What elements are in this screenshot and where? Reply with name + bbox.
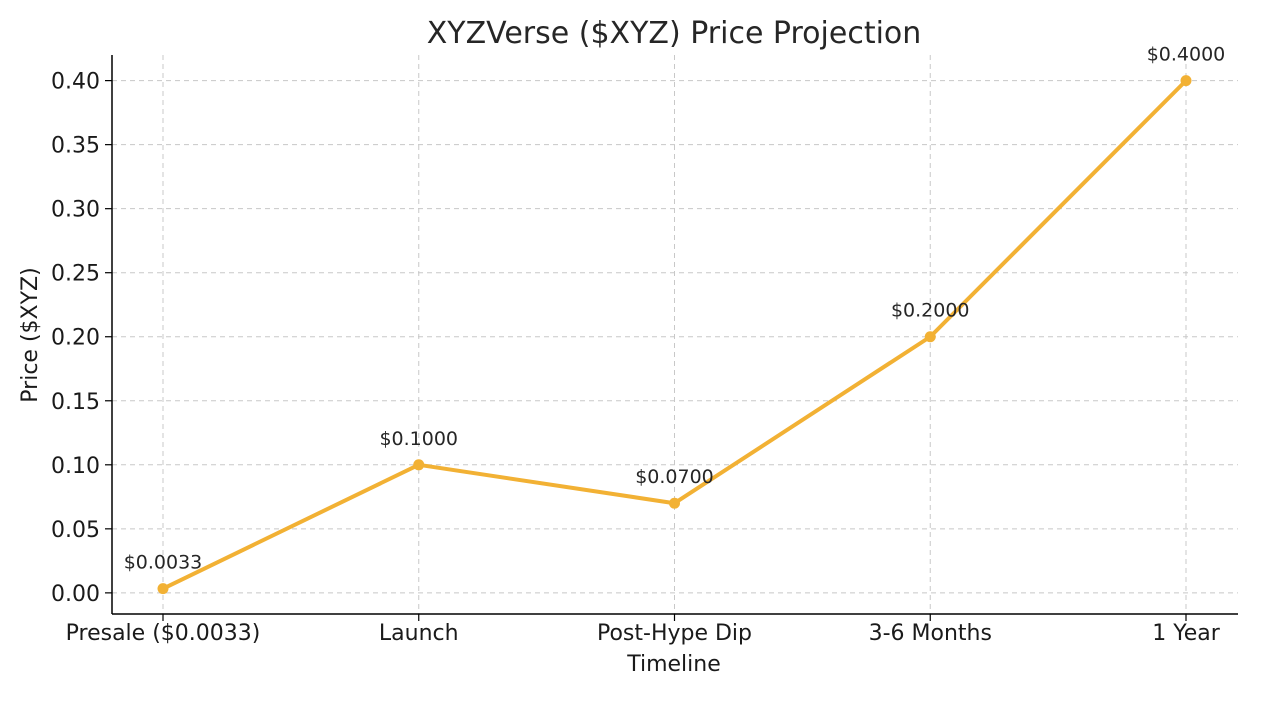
data-point	[157, 583, 169, 595]
y-tick-label: 0.00	[51, 582, 100, 607]
data-label: $0.0700	[635, 466, 714, 488]
x-tick-label: 3-6 Months	[869, 621, 992, 646]
x-tick-label: 1 Year	[1152, 621, 1221, 646]
series-layer	[157, 75, 1192, 595]
y-axis-title: Price ($XYZ)	[18, 267, 43, 402]
data-point	[924, 331, 936, 343]
y-tick-label: 0.10	[51, 454, 100, 479]
y-tick-label: 0.15	[51, 390, 100, 415]
grid-layer	[112, 55, 1238, 614]
label-layer: $0.0033 $0.1000 $0.0700 $0.2000 $0.4000	[124, 44, 1226, 574]
data-label: $0.2000	[891, 300, 970, 322]
data-point	[1180, 75, 1192, 87]
x-tick-label: Presale ($0.0033)	[66, 621, 261, 646]
y-tick-label: 0.40	[51, 70, 100, 95]
y-tick-label: 0.25	[51, 262, 100, 287]
data-label: $0.4000	[1147, 44, 1226, 66]
y-tick-label: 0.20	[51, 326, 100, 351]
y-tick-label: 0.05	[51, 518, 100, 543]
data-label: $0.1000	[379, 428, 458, 450]
x-tick-label: Launch	[379, 621, 459, 646]
data-point	[413, 459, 425, 471]
y-tick-label: 0.30	[51, 198, 100, 223]
x-axis-title: Timeline	[626, 652, 721, 677]
y-tick-label: 0.35	[51, 134, 100, 159]
data-point	[669, 497, 680, 509]
axis-layer: 0.00 0.05 0.10 0.15 0.20 0.25 0.30 0.35 0.40 Pres…	[51, 55, 1238, 646]
chart-title: XYZVerse ($XYZ) Price Projection	[427, 16, 922, 51]
x-tick-label: Post-Hype Dip	[597, 621, 752, 646]
data-label: $0.0033	[124, 552, 203, 574]
